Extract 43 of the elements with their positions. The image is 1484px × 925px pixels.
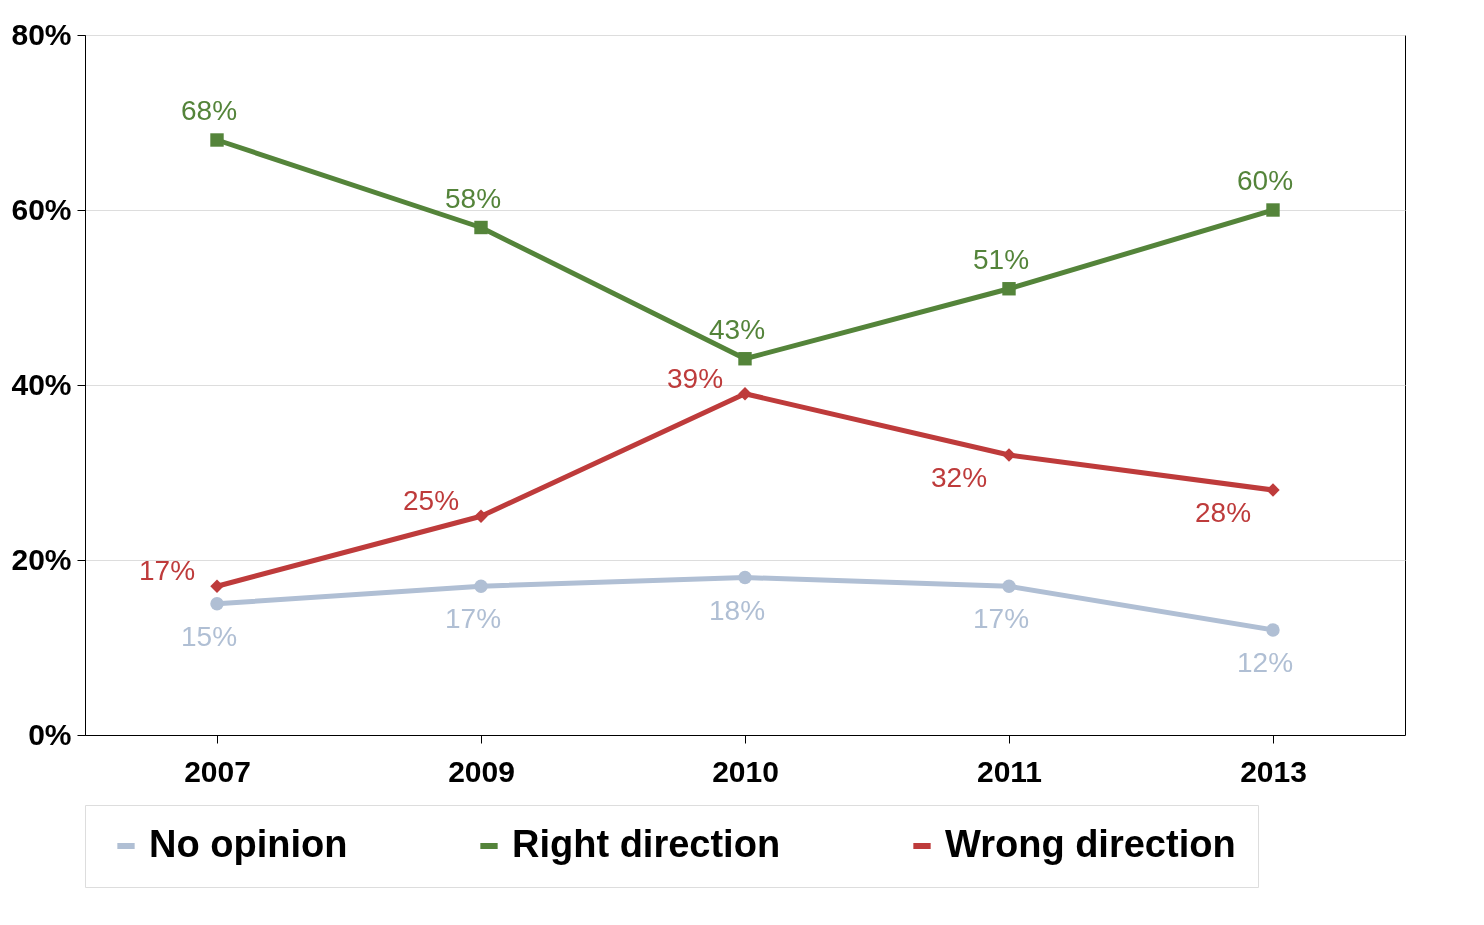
data-label: 39% [666, 362, 724, 394]
x-tick-label: 2010 [712, 754, 779, 788]
y-tick-label: 60% [11, 192, 72, 226]
legend-label: Right direction [512, 823, 781, 865]
point [1002, 579, 1016, 593]
point [738, 352, 752, 366]
x-tick-label: 2011 [976, 754, 1043, 788]
data-label: 58% [444, 182, 502, 214]
y-tick-label: 80% [11, 17, 72, 51]
data-label: 68% [180, 95, 238, 126]
point [474, 220, 488, 235]
legend-label: Wrong direction [945, 823, 1236, 865]
data-label: 25% [402, 485, 460, 517]
point [738, 570, 752, 585]
y-tick-label: 0% [28, 717, 72, 751]
data-label: 51% [972, 243, 1030, 275]
x-tick-label: 2009 [448, 754, 515, 788]
y-tick-label: 20% [11, 542, 72, 576]
point [210, 597, 224, 611]
data-label: 60% [1236, 165, 1294, 196]
data-label: 17% [444, 603, 502, 635]
point [210, 579, 224, 593]
x-tick-label: 2007 [184, 754, 251, 788]
data-label: 17% [972, 603, 1030, 635]
point [1266, 483, 1280, 497]
data-label: 15% [180, 620, 238, 652]
data-label: 43% [708, 313, 766, 345]
data-label: 12% [1236, 647, 1294, 678]
point [210, 133, 224, 147]
point [474, 579, 488, 593]
point [474, 509, 488, 523]
point [1266, 623, 1280, 637]
y-tick-label: 40% [11, 367, 72, 401]
data-label: 32% [930, 462, 988, 493]
data-label: 17% [138, 555, 196, 587]
x-tick-label: 2013 [1240, 754, 1307, 788]
legend-label: No opinion [149, 823, 348, 865]
point [1002, 448, 1016, 462]
point [738, 387, 752, 401]
data-label: 18% [708, 594, 766, 626]
point [1266, 203, 1280, 217]
data-label: 28% [1194, 497, 1252, 528]
point [1002, 282, 1016, 296]
